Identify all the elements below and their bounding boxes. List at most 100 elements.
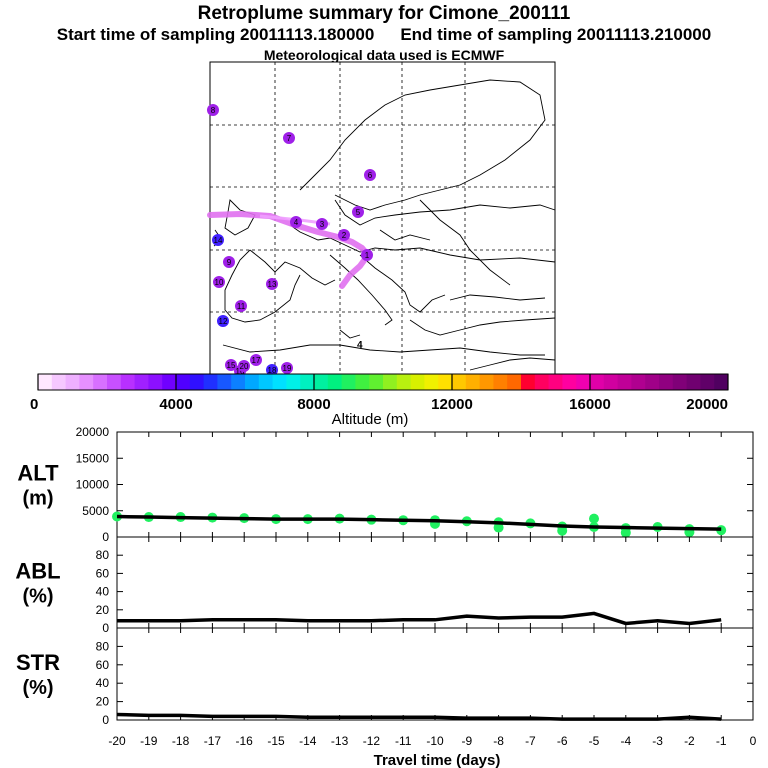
y-tick-label: 0	[102, 713, 109, 727]
x-tick-label: -7	[525, 734, 536, 748]
trajectory-marker: 2	[338, 229, 350, 241]
colorbar-swatch	[645, 374, 660, 390]
x-tick-label: -4	[620, 734, 631, 748]
y-tick-label: 15000	[76, 451, 110, 465]
y-tick-label: 60	[96, 566, 110, 580]
colorbar-swatch	[134, 374, 149, 390]
y-tick-label: 80	[96, 548, 110, 562]
trajectory-marker: 13	[266, 278, 278, 290]
x-tick-label: -3	[652, 734, 663, 748]
y-axis-label: ALT	[17, 461, 59, 486]
colorbar-tick-label: 0	[30, 396, 38, 413]
svg-text:8: 8	[211, 106, 216, 115]
y-axis-label: ABL	[15, 559, 60, 584]
colorbar-swatch	[383, 374, 398, 390]
chart-title: Retroplume summary for Cimone_200111	[197, 3, 571, 24]
svg-text:18: 18	[268, 366, 277, 375]
trajectory-marker: 1	[361, 249, 373, 261]
x-axis-ticks: -20 -19 -18 -17 -16 -15 -14 -13 -12 -11 -10 -9 -8 -7-…	[108, 734, 756, 748]
trajectory-marker: 5	[352, 206, 364, 218]
x-tick-label: -8	[493, 734, 504, 748]
svg-text:11: 11	[237, 302, 246, 311]
trajectory-marker: 18	[266, 364, 278, 376]
colorbar-swatch	[245, 374, 260, 390]
svg-text:7: 7	[287, 134, 292, 143]
y-axis-unit: (%)	[22, 677, 53, 699]
colorbar-swatch	[452, 374, 467, 390]
x-tick-label: -9	[461, 734, 472, 748]
x-tick-label: -1	[716, 734, 727, 748]
trajectory-marker: 15	[225, 359, 237, 371]
panel-1: 0 5000 10000 15000 20000 ALT(m)	[17, 425, 754, 544]
trajectory-marker: 11	[235, 300, 247, 312]
x-tick-label: -2	[684, 734, 695, 748]
x-tick-label: -11	[395, 734, 412, 748]
trajectory-marker: 3	[316, 218, 328, 230]
y-axis-unit: (m)	[22, 488, 53, 510]
colorbar-swatch	[714, 374, 729, 390]
svg-text:2: 2	[342, 231, 347, 240]
y-axis-label: STR	[16, 650, 60, 675]
trajectory-marker: 9	[223, 256, 235, 268]
x-axis-label: Travel time (days)	[374, 752, 501, 768]
colorbar-swatch	[120, 374, 136, 390]
svg-text:9: 9	[227, 258, 232, 267]
trajectory-marker: 20	[238, 360, 250, 372]
trajectory-marker: 14	[212, 234, 224, 246]
y-tick-label: 0	[102, 530, 109, 544]
colorbar-swatch	[162, 374, 177, 390]
colorbar-swatch	[38, 374, 53, 390]
colorbar-swatch	[700, 374, 715, 390]
colorbar-swatch	[93, 374, 108, 390]
svg-text:16: 16	[236, 367, 245, 376]
svg-text:3: 3	[320, 220, 325, 229]
colorbar-tick-label: 12000	[431, 396, 473, 413]
colorbar-swatch	[355, 374, 370, 390]
svg-text:12: 12	[219, 317, 228, 326]
start-time-label: Start time of sampling 20011113.180000	[56, 25, 375, 44]
alt-scatter-point	[620, 527, 631, 538]
panel-2: 0 20 40 60 80 ABL(%)	[15, 536, 754, 635]
svg-text:19: 19	[283, 364, 292, 373]
x-tick-label: -6	[557, 734, 568, 748]
colorbar-tick-label: 4000	[159, 396, 192, 413]
colorbar-swatch	[300, 374, 315, 390]
colorbar-swatch	[424, 374, 439, 390]
colorbar-swatch	[438, 374, 453, 390]
colorbar-swatch	[507, 374, 522, 390]
svg-text:5: 5	[356, 208, 361, 217]
x-tick-label: -14	[299, 734, 317, 748]
alt-scatter-point	[493, 522, 504, 533]
colorbar-swatch	[107, 374, 122, 390]
x-tick-label: 0	[750, 734, 757, 748]
x-tick-label: -19	[140, 734, 158, 748]
panel-3: 0 20 40 60 80 STR(%)	[16, 627, 754, 727]
svg-text:13: 13	[268, 280, 277, 289]
colorbar-swatch	[576, 374, 591, 390]
colorbar-swatch	[479, 374, 494, 390]
x-tick-label: -12	[363, 734, 381, 748]
alt-scatter-point	[557, 525, 568, 536]
colorbar-swatch	[686, 374, 701, 390]
colorbar-swatch	[314, 374, 329, 390]
colorbar-tick-label: 16000	[569, 396, 611, 413]
met-data-label: Meteorological data used is ECMWF	[263, 47, 505, 63]
colorbar-swatch	[65, 374, 80, 390]
trajectory-marker: 10	[213, 276, 225, 288]
alt-scatter-point	[589, 513, 599, 524]
colorbar-swatch	[659, 374, 674, 390]
svg-text:1: 1	[365, 251, 370, 260]
colorbar-swatch	[562, 374, 577, 390]
colorbar-swatch	[548, 374, 563, 390]
map-label-4: 4	[357, 340, 363, 351]
x-tick-label: -18	[172, 734, 190, 748]
trajectory-marker: 7	[283, 132, 295, 144]
x-tick-label: -16	[236, 734, 254, 748]
trajectory-marker: 4	[290, 216, 302, 228]
trajectory-marker: 6	[364, 169, 376, 181]
altitude-colorbar: 0 4000 8000 12000 16000 20000 Altitude (m)	[30, 373, 729, 428]
svg-text:17: 17	[252, 356, 261, 365]
y-tick-label: 80	[96, 639, 110, 653]
